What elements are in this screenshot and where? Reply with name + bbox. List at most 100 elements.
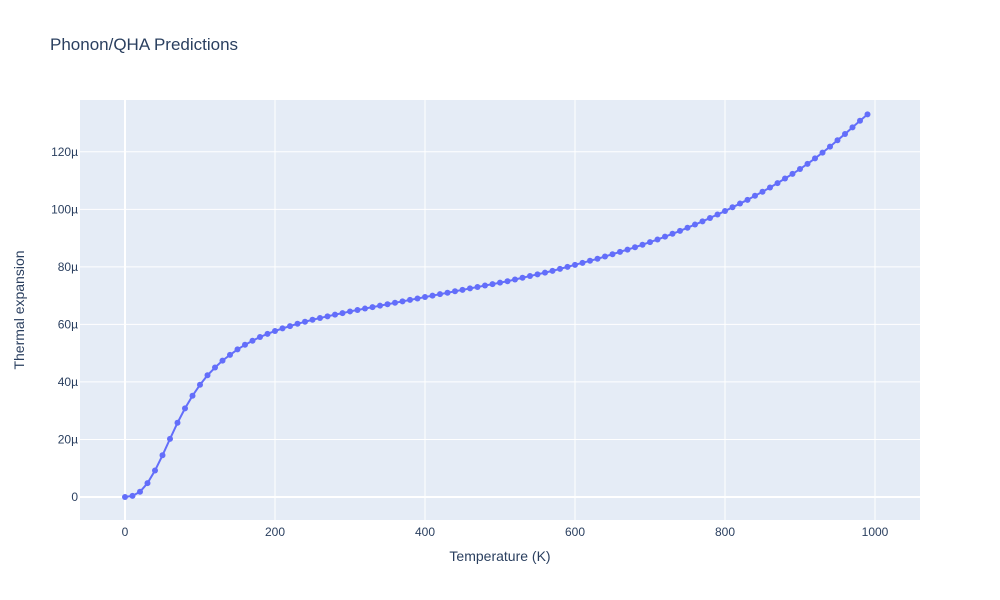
data-point[interactable] (504, 278, 511, 285)
data-point[interactable] (294, 320, 301, 327)
data-point[interactable] (782, 175, 788, 182)
data-point[interactable] (279, 325, 286, 332)
data-point[interactable] (647, 239, 653, 246)
data-point[interactable] (182, 405, 188, 412)
data-point[interactable] (512, 276, 518, 283)
data-point[interactable] (422, 294, 428, 301)
data-point[interactable] (827, 143, 833, 150)
data-point[interactable] (377, 302, 383, 309)
data-point[interactable] (519, 274, 526, 281)
data-point[interactable] (339, 310, 346, 317)
data-point[interactable] (227, 351, 233, 358)
data-point[interactable] (287, 323, 293, 330)
data-point[interactable] (864, 111, 871, 118)
data-point[interactable] (174, 419, 181, 426)
data-point[interactable] (482, 282, 488, 289)
data-point[interactable] (752, 192, 758, 199)
data-point[interactable] (414, 295, 421, 302)
data-point[interactable] (587, 257, 593, 264)
data-point[interactable] (834, 137, 841, 144)
data-point[interactable] (474, 283, 481, 290)
data-point[interactable] (317, 315, 323, 322)
data-point[interactable] (602, 253, 608, 260)
data-point[interactable] (819, 149, 826, 156)
data-point[interactable] (137, 488, 143, 495)
data-point[interactable] (767, 184, 773, 191)
data-point[interactable] (302, 318, 308, 325)
data-point[interactable] (249, 337, 256, 344)
data-point[interactable] (159, 452, 166, 459)
data-point[interactable] (632, 244, 638, 251)
data-point[interactable] (737, 200, 743, 207)
data-point[interactable] (774, 180, 781, 187)
data-point[interactable] (707, 214, 713, 221)
data-point[interactable] (677, 227, 683, 234)
data-point[interactable] (609, 251, 616, 258)
data-point[interactable] (557, 265, 563, 272)
data-point[interactable] (812, 155, 818, 162)
data-point[interactable] (362, 305, 368, 312)
data-point[interactable] (684, 224, 691, 231)
data-point[interactable] (534, 271, 541, 278)
data-point[interactable] (467, 285, 473, 292)
data-point[interactable] (257, 334, 263, 341)
data-point[interactable] (699, 218, 706, 225)
data-point[interactable] (497, 279, 503, 286)
data-point[interactable] (804, 160, 811, 167)
data-point[interactable] (452, 288, 458, 295)
data-point[interactable] (122, 493, 128, 500)
data-point[interactable] (399, 298, 406, 305)
data-point[interactable] (189, 392, 196, 399)
data-point[interactable] (564, 263, 571, 270)
data-point[interactable] (309, 316, 316, 323)
data-point[interactable] (234, 346, 241, 353)
data-point[interactable] (129, 492, 136, 499)
data-point[interactable] (797, 166, 803, 173)
data-point[interactable] (669, 230, 676, 237)
data-point[interactable] (429, 292, 436, 299)
data-point[interactable] (692, 221, 698, 228)
data-point[interactable] (242, 341, 248, 348)
data-point[interactable] (324, 313, 331, 320)
data-point[interactable] (219, 357, 226, 364)
data-point[interactable] (212, 364, 218, 371)
data-point[interactable] (579, 259, 586, 266)
data-point[interactable] (144, 480, 151, 487)
data-point[interactable] (489, 281, 496, 288)
data-point[interactable] (197, 381, 203, 388)
data-point[interactable] (437, 291, 443, 298)
data-point[interactable] (407, 296, 413, 303)
data-point[interactable] (617, 248, 623, 255)
data-point[interactable] (392, 299, 398, 306)
data-point[interactable] (272, 328, 278, 334)
data-point[interactable] (459, 286, 466, 293)
data-point[interactable] (744, 196, 751, 203)
data-point[interactable] (572, 261, 578, 268)
data-point[interactable] (384, 301, 391, 308)
data-point[interactable] (624, 246, 631, 253)
data-point[interactable] (594, 255, 601, 262)
data-point[interactable] (849, 124, 856, 131)
data-point[interactable] (662, 233, 668, 240)
data-point[interactable] (542, 269, 548, 276)
data-point[interactable] (369, 304, 376, 311)
data-point[interactable] (332, 311, 338, 318)
data-point[interactable] (354, 307, 361, 313)
data-point[interactable] (264, 330, 271, 337)
data-point[interactable] (444, 289, 451, 296)
data-point[interactable] (639, 241, 646, 248)
data-point[interactable] (842, 130, 848, 137)
data-point[interactable] (527, 273, 533, 280)
data-point[interactable] (714, 211, 721, 218)
data-point[interactable] (857, 117, 863, 124)
data-point[interactable] (759, 188, 766, 195)
data-point[interactable] (789, 170, 796, 177)
data-point[interactable] (729, 204, 736, 211)
data-point[interactable] (167, 435, 173, 442)
data-point[interactable] (549, 267, 556, 274)
data-point[interactable] (204, 372, 211, 379)
data-point[interactable] (347, 308, 353, 315)
data-point[interactable] (722, 208, 728, 215)
data-point[interactable] (654, 236, 661, 243)
data-point[interactable] (152, 467, 158, 474)
